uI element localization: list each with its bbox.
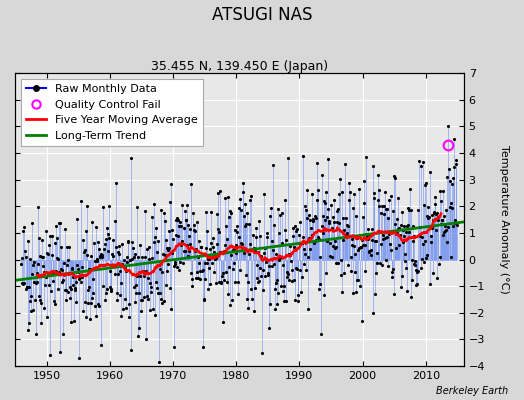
Text: ATSUGI NAS: ATSUGI NAS xyxy=(212,6,312,24)
Legend: Raw Monthly Data, Quality Control Fail, Five Year Moving Average, Long-Term Tren: Raw Monthly Data, Quality Control Fail, … xyxy=(20,78,203,146)
Y-axis label: Temperature Anomaly (°C): Temperature Anomaly (°C) xyxy=(499,145,509,294)
Title: 35.455 N, 139.450 E (Japan): 35.455 N, 139.450 E (Japan) xyxy=(151,60,328,73)
Text: Berkeley Earth: Berkeley Earth xyxy=(436,386,508,396)
